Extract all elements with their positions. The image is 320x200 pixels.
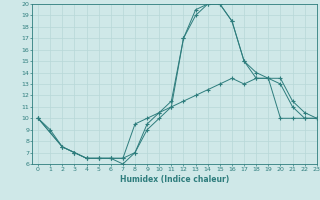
- X-axis label: Humidex (Indice chaleur): Humidex (Indice chaleur): [120, 175, 229, 184]
